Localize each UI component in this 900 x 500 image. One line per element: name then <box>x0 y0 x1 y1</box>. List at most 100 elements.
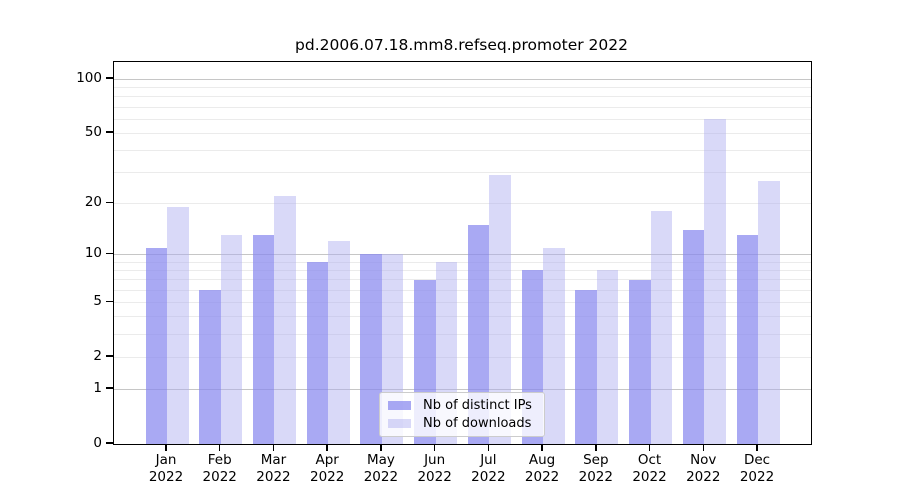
year-label: 2022 <box>309 469 345 485</box>
x-tick-label-mar: Mar 2022 <box>233 452 313 486</box>
x-tick <box>487 444 490 451</box>
x-tick-label-aug: Aug 2022 <box>502 452 582 486</box>
year-label: 2022 <box>524 469 560 485</box>
gridline-minor <box>114 261 811 263</box>
downloads-label: Nb of downloads <box>423 416 532 431</box>
bar-downloads-feb <box>220 235 243 444</box>
gridline-minor <box>114 279 811 281</box>
year-label: 2022 <box>417 469 452 485</box>
y-tick <box>106 77 113 79</box>
bar-downloads-sep <box>596 270 619 444</box>
legend: Nb of distinct IPs Nb of downloads <box>379 392 545 437</box>
y-tick-label: 5 <box>93 293 102 310</box>
y-tick-label: 100 <box>76 70 102 87</box>
x-tick-label-nov: Nov 2022 <box>663 452 743 486</box>
bar-distinct-ips-oct <box>629 279 651 444</box>
gridline-minor <box>114 202 811 204</box>
y-tick <box>106 131 113 133</box>
gridline-major <box>114 388 811 390</box>
y-tick <box>106 355 113 357</box>
gridline-minor <box>114 118 811 120</box>
year-label: 2022 <box>256 469 291 485</box>
bar-distinct-ips-apr <box>306 262 329 444</box>
gridline-minor <box>114 356 811 358</box>
x-tick <box>165 444 167 451</box>
x-tick <box>433 444 436 451</box>
year-label: 2022 <box>148 469 184 485</box>
gridline-minor <box>114 301 811 303</box>
x-tick <box>595 444 597 451</box>
year-label: 2022 <box>739 469 775 485</box>
y-tick-label: 10 <box>84 245 102 262</box>
month-label: Apr <box>315 452 339 468</box>
x-tick <box>756 444 758 451</box>
x-tick <box>218 444 221 451</box>
x-tick <box>541 444 543 451</box>
y-tick <box>106 201 113 204</box>
month-label: Dec <box>743 452 771 468</box>
month-label: Oct <box>637 452 662 468</box>
y-tick <box>106 442 113 444</box>
year-label: 2022 <box>363 469 399 485</box>
gridline-minor <box>114 86 811 88</box>
downloads-swatch <box>388 419 411 428</box>
gridline-minor <box>114 269 811 271</box>
x-tick <box>380 444 382 451</box>
gridline-major <box>114 78 811 80</box>
distinct-ips-label: Nb of distinct IPs <box>423 398 532 413</box>
bar-downloads-jan <box>167 207 189 444</box>
x-tick-label-feb: Feb 2022 <box>180 452 260 486</box>
gridline-minor <box>114 172 811 174</box>
bar-downloads-dec <box>758 180 780 444</box>
bar-downloads-jul <box>489 175 511 444</box>
plot-area <box>113 61 812 445</box>
bar-distinct-ips-jan <box>145 247 167 444</box>
bar-downloads-aug <box>543 247 565 444</box>
bar-distinct-ips-dec <box>736 235 758 444</box>
y-tick <box>106 252 113 255</box>
month-label: Nov <box>690 452 717 468</box>
month-label: Aug <box>528 452 556 468</box>
bar-distinct-ips-feb <box>199 290 221 444</box>
month-label: May <box>366 452 395 468</box>
legend-row-downloads: Nb of downloads <box>388 416 536 431</box>
month-label: Jan <box>155 452 177 468</box>
gridline-minor <box>114 289 811 291</box>
year-label: 2022 <box>578 469 613 485</box>
year-label: 2022 <box>202 469 237 485</box>
x-tick-label-oct: Oct 2022 <box>610 452 690 486</box>
month-label: Sep <box>583 452 609 468</box>
x-tick <box>326 444 328 451</box>
gridline-minor <box>114 106 811 108</box>
month-label: Mar <box>260 452 287 468</box>
y-tick-label: 0 <box>93 435 102 451</box>
x-tick-label-jun: Jun 2022 <box>395 452 475 486</box>
y-tick-label: 50 <box>84 124 102 141</box>
y-tick-label: 20 <box>84 194 102 211</box>
y-tick-label: 1 <box>93 380 102 397</box>
y-tick <box>106 300 113 303</box>
gridline-minor <box>114 149 811 151</box>
distinct-ips-swatch <box>388 401 411 410</box>
y-tick <box>106 387 113 389</box>
bar-distinct-ips-jul <box>467 224 490 444</box>
bar-distinct-ips-mar <box>252 235 275 444</box>
bar-downloads-mar <box>274 196 296 444</box>
month-label: Feb <box>207 452 232 468</box>
bar-distinct-ips-may <box>360 254 382 444</box>
bar-distinct-ips-sep <box>575 290 597 444</box>
month-label: Jul <box>480 452 497 468</box>
x-tick-label-sep: Sep 2022 <box>556 452 636 486</box>
bar-downloads-apr <box>328 241 350 444</box>
bar-downloads-nov <box>704 119 726 444</box>
x-tick-label-dec: Dec 2022 <box>717 452 797 486</box>
gridline-minor <box>114 333 811 335</box>
gridline-major <box>114 253 811 255</box>
bar-distinct-ips-nov <box>682 229 705 444</box>
x-tick <box>702 444 705 451</box>
x-tick-label-may: May 2022 <box>341 452 421 486</box>
year-label: 2022 <box>632 469 667 485</box>
chart-title: pd.2006.07.18.mm8.refseq.promoter 2022 <box>295 36 628 54</box>
gridline-minor <box>114 132 811 134</box>
